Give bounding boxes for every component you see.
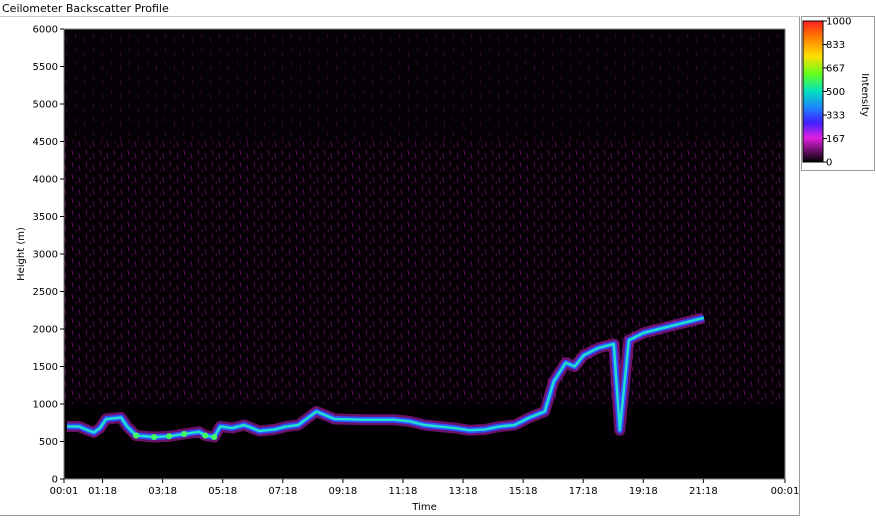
y-tick-label: 0 bbox=[52, 475, 58, 486]
cloud-layer-point bbox=[151, 434, 158, 440]
colorbar-gradient bbox=[802, 20, 824, 163]
x-tick-label: 07:18 bbox=[268, 486, 297, 497]
colorbar-tick-label: 667 bbox=[826, 63, 845, 74]
y-tick-label: 2000 bbox=[33, 325, 58, 336]
x-tick-label: 13:18 bbox=[449, 486, 478, 497]
y-tick-label: 3500 bbox=[33, 212, 58, 223]
chart-title: Ceilometer Backscatter Profile bbox=[2, 2, 169, 15]
heatmap-upper-layer bbox=[64, 29, 785, 142]
axes: 0 500 1000 1500 2000 2500 3000 3500 4000 4500 5000… bbox=[16, 25, 799, 514]
y-tick-label: 5000 bbox=[33, 100, 58, 111]
y-axis-label: Height (m) bbox=[16, 227, 27, 281]
colorbar-panel: 1000 833 667 500 333 167 0 Intensity bbox=[801, 16, 875, 171]
x-tick-label: 03:18 bbox=[148, 486, 177, 497]
x-tick-label: 11:18 bbox=[389, 486, 418, 497]
colorbar-tick-label: 1000 bbox=[826, 17, 851, 28]
y-tick-label: 500 bbox=[39, 437, 58, 448]
y-tick-label: 4500 bbox=[33, 137, 58, 148]
x-tick-label: 17:18 bbox=[569, 486, 598, 497]
x-tick-label: 01:18 bbox=[88, 486, 117, 497]
y-tick-label: 5500 bbox=[33, 62, 58, 73]
colorbar-tick-label: 167 bbox=[826, 134, 845, 145]
colorbar-label: Intensity bbox=[859, 73, 870, 117]
chart-panel: 0 500 1000 1500 2000 2500 3000 3500 4000 4500 5000… bbox=[0, 16, 800, 516]
cloud-layer-point bbox=[202, 432, 209, 439]
y-tick-label: 2500 bbox=[33, 287, 58, 298]
colorbar-tick-label: 333 bbox=[826, 111, 845, 122]
x-tick-label: 00:01 bbox=[771, 486, 800, 497]
x-tick-label: 21:18 bbox=[689, 486, 718, 497]
colorbar-tick-label: 500 bbox=[826, 87, 845, 98]
cloud-layer-point bbox=[211, 434, 218, 440]
backscatter-chart: 0 500 1000 1500 2000 2500 3000 3500 4000 4500 5000… bbox=[16, 25, 799, 514]
cloud-layer-point bbox=[133, 432, 140, 439]
x-tick-label: 09:18 bbox=[328, 486, 357, 497]
cloud-layer-point bbox=[166, 433, 173, 440]
x-tick-label: 05:18 bbox=[208, 486, 237, 497]
y-tick-label: 3000 bbox=[33, 250, 58, 261]
x-tick-label: 15:18 bbox=[509, 486, 538, 497]
y-tick-label: 1500 bbox=[33, 362, 58, 373]
cloud-layer-point bbox=[181, 431, 188, 437]
y-tick-label: 1000 bbox=[33, 400, 58, 411]
x-tick-label: 00:01 bbox=[50, 486, 79, 497]
y-tick-label: 4000 bbox=[33, 175, 58, 186]
colorbar-tick-label: 833 bbox=[826, 40, 845, 51]
heatmap-low-layer bbox=[64, 404, 785, 479]
plot-area bbox=[63, 28, 786, 480]
y-tick-label: 6000 bbox=[33, 25, 58, 36]
colorbar: 1000 833 667 500 333 167 0 Intensity bbox=[802, 17, 870, 169]
colorbar-tick-label: 0 bbox=[826, 158, 832, 169]
x-tick-label: 19:18 bbox=[629, 486, 658, 497]
x-axis-label: Time bbox=[411, 502, 436, 513]
